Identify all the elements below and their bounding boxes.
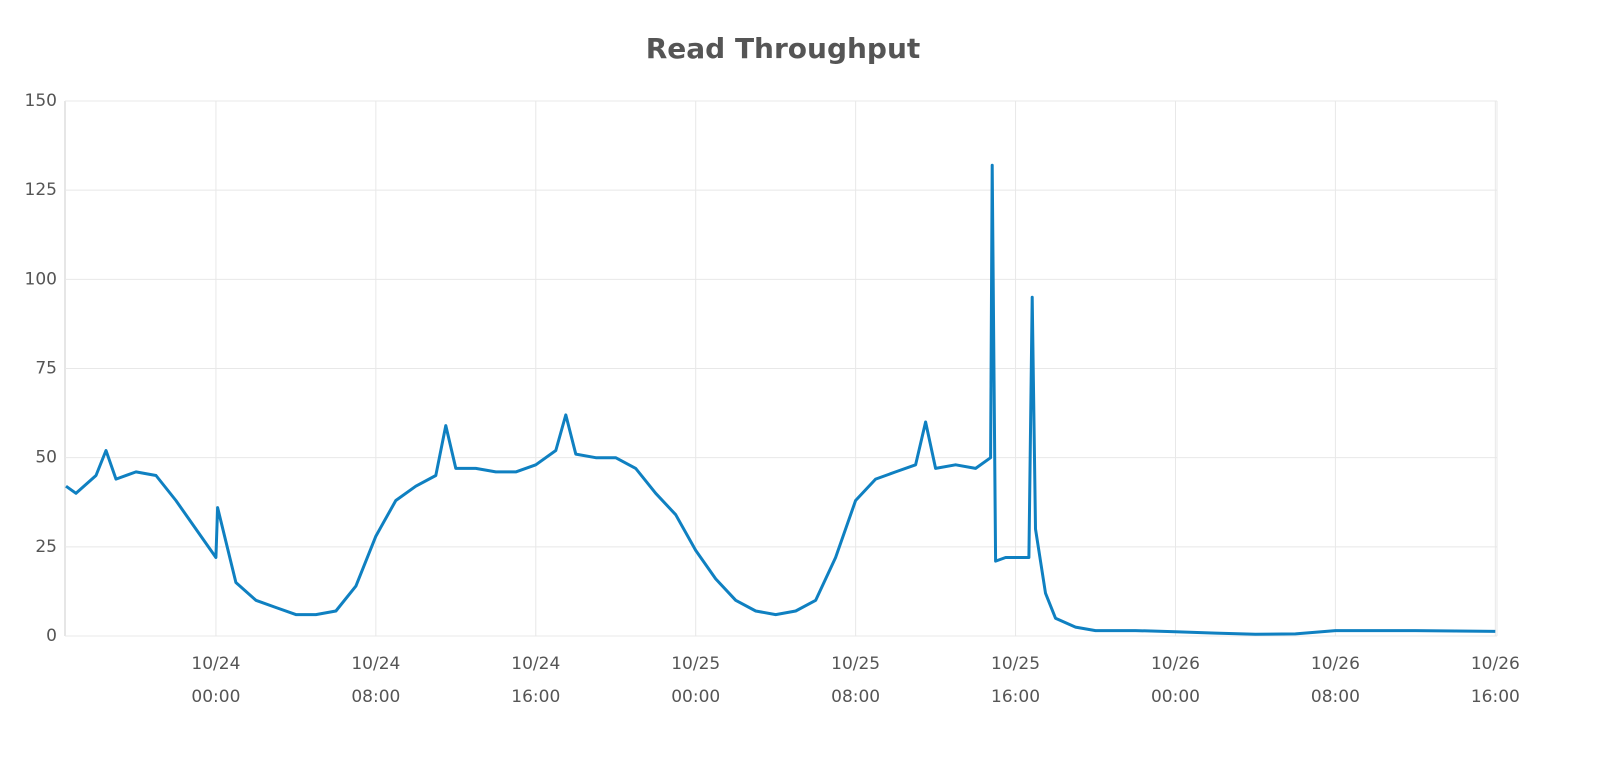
x-tick-label: 10/25 16:00 xyxy=(991,654,1040,707)
y-tick-label: 125 xyxy=(25,180,57,200)
x-tick-label: 10/25 00:00 xyxy=(671,654,720,707)
series-line xyxy=(65,163,1496,636)
x-tick-label: 10/24 16:00 xyxy=(511,654,560,707)
y-tick-label: 25 xyxy=(35,537,57,557)
y-tick-label: 100 xyxy=(25,269,57,289)
chart-title: Read Throughput xyxy=(646,32,921,65)
y-tick-label: 150 xyxy=(25,91,57,111)
y-tick-label: 50 xyxy=(35,448,57,468)
x-tick-label: 10/24 00:00 xyxy=(191,654,240,707)
x-tick-label: 10/25 08:00 xyxy=(831,654,880,707)
y-tick-label: 75 xyxy=(35,359,57,379)
x-tick-label: 10/26 08:00 xyxy=(1311,654,1360,707)
x-tick-label: 10/24 08:00 xyxy=(351,654,400,707)
x-tick-label: 10/26 16:00 xyxy=(1471,654,1520,707)
y-tick-label: 0 xyxy=(46,626,57,646)
x-tick-label: 10/26 00:00 xyxy=(1151,654,1200,707)
